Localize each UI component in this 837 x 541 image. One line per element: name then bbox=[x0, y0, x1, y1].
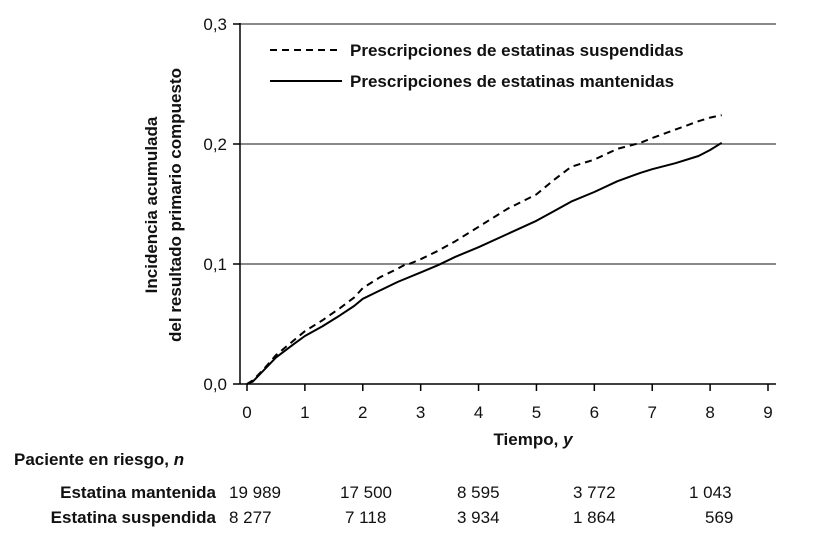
legend-label-suspended: Prescripciones de estatinas suspendidas bbox=[350, 41, 684, 60]
x-tick-label: 4 bbox=[474, 403, 483, 422]
risk-maintained-y6: 3 772 bbox=[573, 483, 616, 502]
x-tick-label: 2 bbox=[358, 403, 367, 422]
risk-table-header: Paciente en riesgo, n bbox=[14, 450, 184, 470]
risk-maintained-y2: 17 500 bbox=[340, 483, 392, 502]
y-tick-label: 0,1 bbox=[203, 255, 227, 274]
risk-suspended-y6: 1 864 bbox=[573, 508, 616, 527]
y-axis-title-line1: Incidencia acumulada bbox=[142, 116, 161, 293]
x-tick-label: 3 bbox=[416, 403, 425, 422]
y-axis-title-line2: del resultado primario compuesto bbox=[166, 68, 185, 342]
risk-maintained-y8: 1 043 bbox=[689, 483, 732, 502]
risk-maintained-y0: 19 989 bbox=[229, 483, 281, 502]
x-tick-label: 5 bbox=[532, 403, 541, 422]
series-line-maintained bbox=[246, 141, 723, 385]
risk-maintained-y4: 8 595 bbox=[457, 483, 500, 502]
x-tick-label: 1 bbox=[300, 403, 309, 422]
x-axis-title-unit: y bbox=[562, 430, 574, 449]
x-tick-label: 8 bbox=[705, 403, 714, 422]
series-line-suspended bbox=[246, 114, 722, 385]
risk-table-header-unit: n bbox=[173, 450, 185, 469]
legend: Prescripciones de estatinas suspendidas … bbox=[270, 41, 684, 91]
risk-suspended-y0: 8 277 bbox=[229, 508, 272, 527]
risk-suspended-y4: 3 934 bbox=[457, 508, 500, 527]
y-tick-label: 0,0 bbox=[203, 375, 227, 394]
y-axis-ticks: 0,0 0,1 0,2 0,3 bbox=[203, 15, 240, 394]
x-axis-title-main: Tiempo, bbox=[493, 430, 563, 449]
risk-table-header-text: Paciente en riesgo, bbox=[14, 450, 174, 469]
x-tick-label: 6 bbox=[590, 403, 599, 422]
y-tick-label: 0,2 bbox=[203, 135, 227, 154]
legend-label-maintained: Prescripciones de estatinas mantenidas bbox=[350, 72, 674, 91]
risk-row-label-maintained: Estatina mantenida bbox=[60, 483, 216, 502]
x-axis-ticks: 0 1 2 3 4 5 6 7 8 9 bbox=[242, 384, 773, 422]
x-axis-title: Tiempo, y bbox=[493, 430, 574, 449]
x-tick-label: 0 bbox=[242, 403, 251, 422]
risk-suspended-y2: 7 118 bbox=[345, 508, 387, 527]
risk-suspended-y8: 569 bbox=[705, 508, 734, 527]
x-tick-label: 7 bbox=[647, 403, 656, 422]
x-tick-label: 9 bbox=[763, 403, 772, 422]
y-tick-label: 0,3 bbox=[203, 15, 227, 34]
series-layer bbox=[246, 114, 723, 385]
gridlines bbox=[240, 23, 776, 265]
risk-row-label-suspended: Estatina suspendida bbox=[50, 508, 216, 527]
